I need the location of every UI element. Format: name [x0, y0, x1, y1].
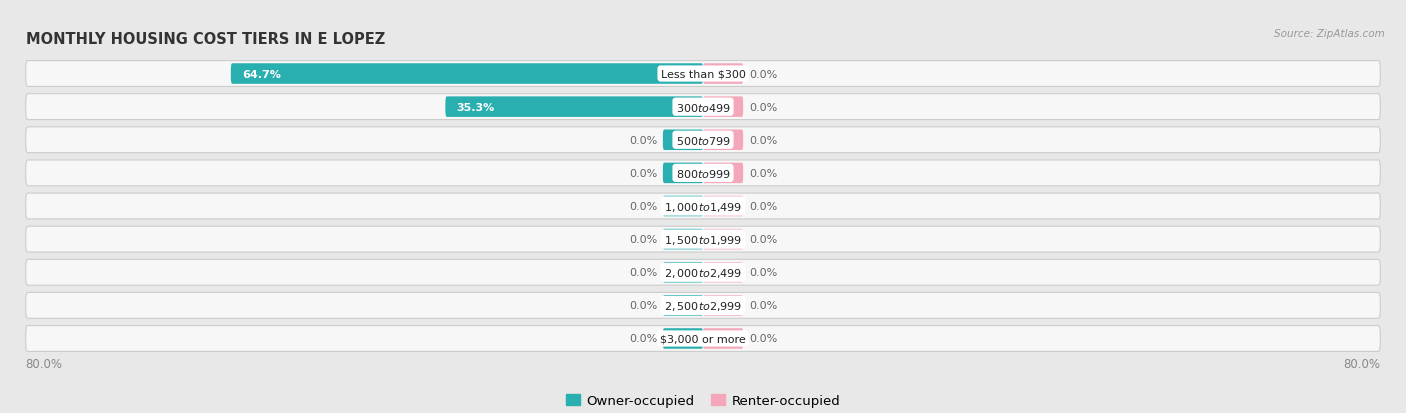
Text: $800 to $999: $800 to $999: [675, 168, 731, 179]
FancyBboxPatch shape: [662, 163, 703, 184]
FancyBboxPatch shape: [25, 161, 1381, 186]
FancyBboxPatch shape: [25, 128, 1381, 153]
Text: 0.0%: 0.0%: [628, 334, 657, 344]
FancyBboxPatch shape: [662, 229, 703, 250]
Text: 0.0%: 0.0%: [628, 202, 657, 211]
FancyBboxPatch shape: [703, 262, 744, 283]
FancyBboxPatch shape: [703, 196, 744, 217]
FancyBboxPatch shape: [25, 293, 1381, 318]
Text: 0.0%: 0.0%: [628, 235, 657, 244]
Text: $2,500 to $2,999: $2,500 to $2,999: [664, 299, 742, 312]
FancyBboxPatch shape: [703, 328, 744, 349]
Legend: Owner-occupied, Renter-occupied: Owner-occupied, Renter-occupied: [565, 394, 841, 407]
Text: 0.0%: 0.0%: [628, 268, 657, 278]
Text: 0.0%: 0.0%: [628, 135, 657, 145]
FancyBboxPatch shape: [662, 295, 703, 316]
Text: 0.0%: 0.0%: [749, 202, 778, 211]
Text: $3,000 or more: $3,000 or more: [661, 334, 745, 344]
FancyBboxPatch shape: [446, 97, 703, 118]
Text: 0.0%: 0.0%: [749, 334, 778, 344]
FancyBboxPatch shape: [25, 95, 1381, 120]
FancyBboxPatch shape: [703, 130, 744, 151]
FancyBboxPatch shape: [662, 130, 703, 151]
FancyBboxPatch shape: [703, 229, 744, 250]
FancyBboxPatch shape: [231, 64, 703, 85]
Text: 0.0%: 0.0%: [749, 235, 778, 244]
Text: Source: ZipAtlas.com: Source: ZipAtlas.com: [1274, 29, 1385, 39]
FancyBboxPatch shape: [703, 163, 744, 184]
FancyBboxPatch shape: [25, 326, 1381, 351]
Text: 0.0%: 0.0%: [628, 169, 657, 178]
Text: $1,000 to $1,499: $1,000 to $1,499: [664, 200, 742, 213]
Text: $500 to $799: $500 to $799: [675, 135, 731, 146]
FancyBboxPatch shape: [703, 97, 744, 118]
FancyBboxPatch shape: [25, 260, 1381, 285]
FancyBboxPatch shape: [25, 62, 1381, 87]
Text: 80.0%: 80.0%: [1343, 357, 1381, 370]
Text: 0.0%: 0.0%: [628, 301, 657, 311]
Text: $2,000 to $2,499: $2,000 to $2,499: [664, 266, 742, 279]
Text: 0.0%: 0.0%: [749, 69, 778, 79]
Text: $300 to $499: $300 to $499: [675, 102, 731, 113]
Text: 0.0%: 0.0%: [749, 169, 778, 178]
FancyBboxPatch shape: [662, 196, 703, 217]
FancyBboxPatch shape: [25, 227, 1381, 252]
FancyBboxPatch shape: [662, 262, 703, 283]
Text: 64.7%: 64.7%: [242, 69, 281, 79]
FancyBboxPatch shape: [25, 194, 1381, 219]
Text: Less than $300: Less than $300: [661, 69, 745, 79]
Text: $1,500 to $1,999: $1,500 to $1,999: [664, 233, 742, 246]
Text: 0.0%: 0.0%: [749, 268, 778, 278]
Text: 35.3%: 35.3%: [457, 102, 495, 112]
Text: 0.0%: 0.0%: [749, 102, 778, 112]
FancyBboxPatch shape: [703, 64, 744, 85]
Text: 0.0%: 0.0%: [749, 135, 778, 145]
Text: 0.0%: 0.0%: [749, 301, 778, 311]
FancyBboxPatch shape: [662, 328, 703, 349]
FancyBboxPatch shape: [703, 295, 744, 316]
Text: MONTHLY HOUSING COST TIERS IN E LOPEZ: MONTHLY HOUSING COST TIERS IN E LOPEZ: [25, 32, 385, 47]
Text: 80.0%: 80.0%: [25, 357, 63, 370]
